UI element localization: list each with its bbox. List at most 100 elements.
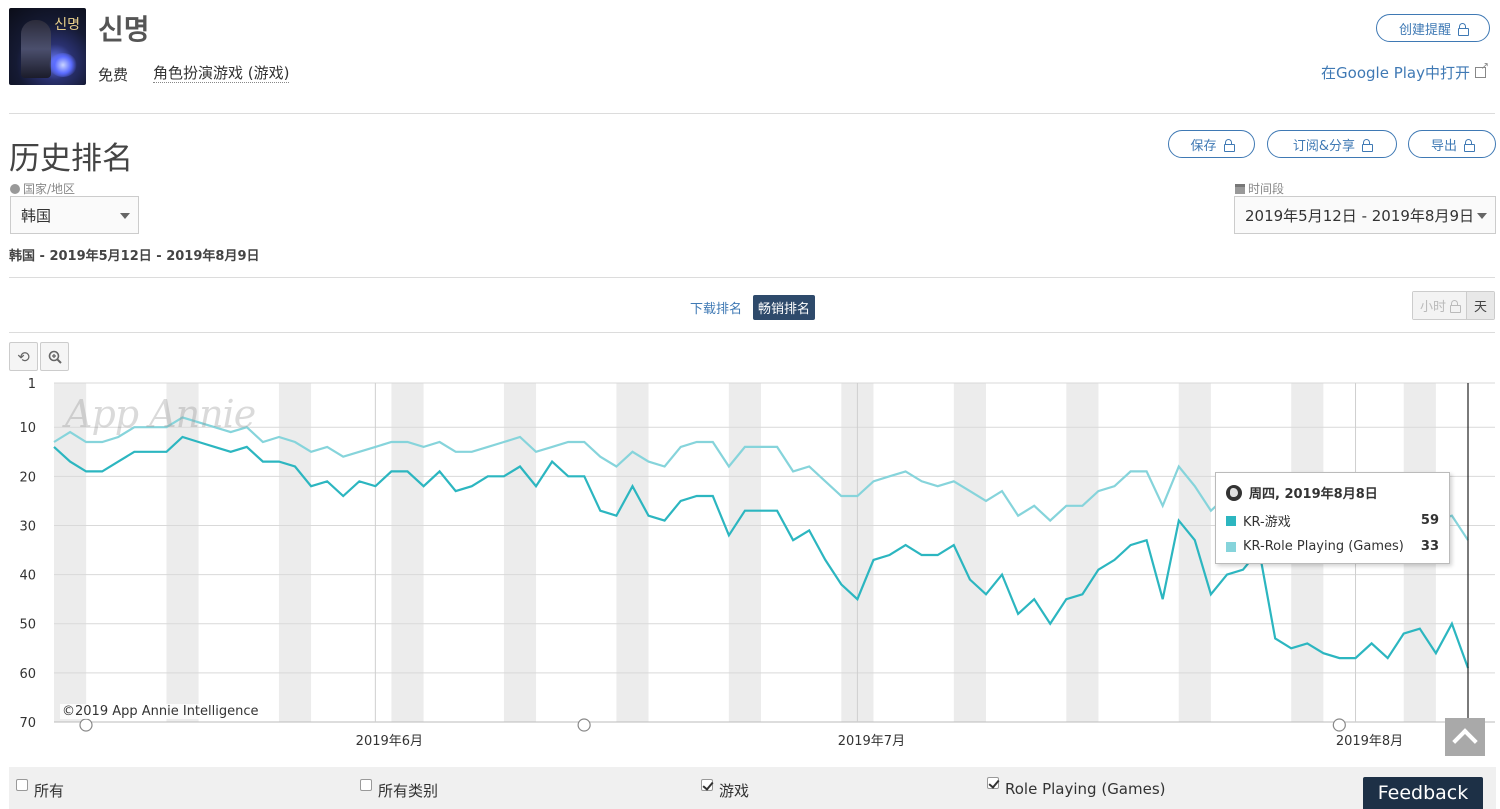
legend-games-label: 游戏 xyxy=(719,782,750,800)
granularity-toggle: 小时 天 xyxy=(1411,291,1495,320)
x-tick-label: 2019年8月 xyxy=(1336,734,1403,749)
hour-label: 小时 xyxy=(1419,300,1446,315)
globe-icon xyxy=(10,183,20,194)
legend-all[interactable]: 所有 xyxy=(16,778,65,801)
country-label: 国家/地区 xyxy=(10,180,75,197)
weekend-band xyxy=(616,383,649,722)
export-label: 导出 xyxy=(1430,138,1457,154)
zoom-in-icon xyxy=(48,350,62,364)
series-swatch xyxy=(1226,515,1236,526)
country-select[interactable]: 韩国 xyxy=(10,196,139,234)
feedback-button[interactable]: Feedback xyxy=(1363,777,1483,809)
zoom-button[interactable] xyxy=(40,342,69,371)
weekend-band xyxy=(1178,383,1211,722)
legend-all-categories[interactable]: 所有类别 xyxy=(360,778,439,801)
weekend-band xyxy=(278,383,312,722)
day-label: 天 xyxy=(1473,300,1487,315)
checkbox-checked[interactable] xyxy=(701,778,713,791)
y-tick-label: 70 xyxy=(19,716,36,731)
export-button[interactable]: 导出 xyxy=(1408,130,1496,158)
rank-type-toggle: 下载排名 畅销排名 xyxy=(0,295,1500,320)
create-alert-button[interactable]: 创建提醒 xyxy=(1376,14,1490,42)
google-play-label: 在Google Play中打开 xyxy=(1321,64,1470,82)
period-label: 时间段 xyxy=(1235,180,1284,197)
grossing-rank-tab[interactable]: 畅销排名 xyxy=(753,295,816,320)
weekend-band xyxy=(1066,383,1099,722)
y-tick-label: 50 xyxy=(19,618,36,633)
legend-bar xyxy=(9,767,1496,809)
series-swatch xyxy=(1226,541,1236,552)
subscribe-label: 订阅&分享 xyxy=(1292,138,1356,154)
divider xyxy=(9,277,1495,278)
chart-tooltip: 周四, 2019年8月8日 KR-游戏 59 KR-Role Playing (… xyxy=(1215,472,1450,564)
lock-icon xyxy=(1458,22,1469,36)
google-play-link[interactable]: 在Google Play中打开 xyxy=(1321,61,1489,83)
app-icon-signature: 신명 xyxy=(54,17,80,33)
filter-summary: 韩国 - 2019年5月12日 - 2019年8月9日 xyxy=(9,249,260,264)
x-tick-label: 2019年6月 xyxy=(356,734,423,749)
create-alert-label: 创建提醒 xyxy=(1398,22,1451,38)
divider xyxy=(9,113,1495,114)
tooltip-date: 周四, 2019年8月8日 xyxy=(1249,487,1378,502)
country-value: 韩国 xyxy=(21,206,52,225)
subscribe-share-button[interactable]: 订阅&分享 xyxy=(1267,130,1397,158)
reset-zoom-button[interactable]: ⟲ xyxy=(9,342,38,371)
y-tick-label: 40 xyxy=(19,569,36,584)
hour-toggle[interactable]: 小时 xyxy=(1412,292,1466,319)
external-link-icon xyxy=(1475,61,1489,78)
tooltip-series-name: KR-Role Playing (Games) xyxy=(1243,539,1404,554)
tooltip-row: KR-Role Playing (Games) 33 xyxy=(1226,539,1439,554)
lock-icon xyxy=(1223,138,1235,152)
annotation-icon xyxy=(1332,718,1346,732)
calendar-icon xyxy=(1235,183,1245,194)
download-rank-tab[interactable]: 下载排名 xyxy=(689,302,742,317)
checkbox[interactable] xyxy=(16,778,28,791)
y-tick-label: 30 xyxy=(19,519,36,534)
app-category-link[interactable]: 角色扮演游戏 (游戏) xyxy=(153,64,290,83)
period-select[interactable]: 2019年5月12日 - 2019年8月9日 xyxy=(1234,196,1496,234)
app-title: 신명 xyxy=(98,13,150,46)
watermark: App Annie xyxy=(65,392,256,436)
app-icon-glow xyxy=(49,53,77,77)
weekend-band xyxy=(503,383,537,722)
tooltip-series-value: 33 xyxy=(1420,539,1439,554)
save-button[interactable]: 保存 xyxy=(1168,130,1255,158)
app-price: 免费 xyxy=(98,66,129,84)
period-label-text: 时间段 xyxy=(1248,182,1285,196)
chevron-down-icon xyxy=(120,213,130,219)
lock-icon xyxy=(1464,138,1475,152)
day-toggle[interactable]: 天 xyxy=(1465,292,1494,319)
series-line xyxy=(53,435,1470,669)
country-label-text: 国家/地区 xyxy=(23,182,76,196)
legend-games[interactable]: 游戏 xyxy=(701,778,750,801)
legend-all-label: 所有 xyxy=(34,782,65,800)
annotation-icon xyxy=(79,718,93,732)
tooltip-date-row: 周四, 2019年8月8日 xyxy=(1226,483,1439,502)
annotation-icon xyxy=(577,718,591,732)
tooltip-series-value: 59 xyxy=(1420,513,1439,528)
legend-role-playing-label: Role Playing (Games) xyxy=(1005,780,1166,798)
y-tick-label: 20 xyxy=(19,470,36,485)
tooltip-series-name: KR-游戏 xyxy=(1243,515,1291,530)
save-label: 保存 xyxy=(1190,138,1217,154)
y-tick-label: 10 xyxy=(19,421,36,436)
checkbox-checked[interactable] xyxy=(987,777,999,789)
globe-icon xyxy=(1226,484,1242,501)
weekend-band xyxy=(391,383,424,722)
period-value: 2019年5月12日 - 2019年8月9日 xyxy=(1245,206,1475,225)
y-tick-label: 1 xyxy=(28,377,36,392)
weekend-band xyxy=(953,383,986,722)
scroll-to-top-button[interactable] xyxy=(1445,718,1485,756)
undo-icon: ⟲ xyxy=(17,347,30,366)
legend-role-playing[interactable]: Role Playing (Games) xyxy=(987,777,1166,798)
app-icon: 신명 xyxy=(9,8,86,85)
checkbox[interactable] xyxy=(360,778,372,791)
divider xyxy=(9,332,1495,333)
app-icon-figure xyxy=(21,20,51,78)
copyright: ©2019 App Annie Intelligence xyxy=(60,704,261,719)
legend-all-categories-label: 所有类别 xyxy=(378,782,439,800)
page-title: 历史排名 xyxy=(9,141,133,177)
y-tick-label: 60 xyxy=(19,667,36,682)
lock-icon xyxy=(1362,138,1374,152)
weekend-band xyxy=(728,383,761,722)
